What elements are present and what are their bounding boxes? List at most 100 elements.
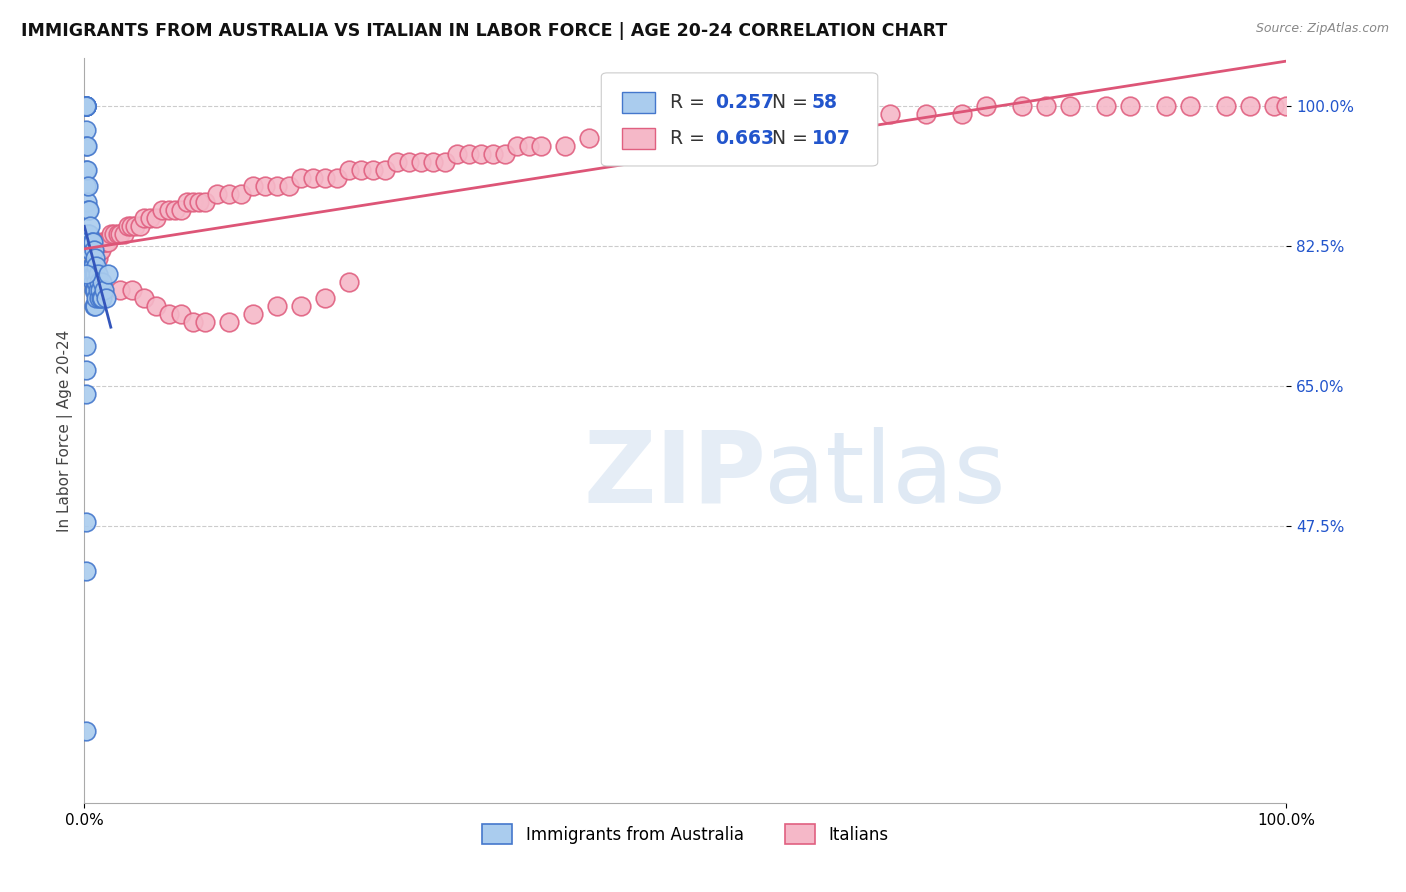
Point: [181, 195, 204, 210]
Point: [93, 283, 115, 297]
Point: [75, 99, 97, 113]
Point: [770, 115, 793, 129]
Point: [831, 115, 853, 129]
Point: [169, 307, 191, 321]
Point: [83, 243, 105, 257]
Point: [458, 147, 481, 161]
Point: [650, 123, 672, 137]
Point: [157, 203, 180, 218]
Point: [83, 283, 105, 297]
Point: [93, 235, 115, 250]
Point: [75, 99, 97, 113]
Point: [84, 267, 107, 281]
Point: [134, 291, 156, 305]
Point: [218, 315, 240, 329]
Point: [145, 211, 167, 226]
Point: [1180, 99, 1202, 113]
Y-axis label: In Labor Force | Age 20-24: In Labor Force | Age 20-24: [58, 329, 73, 532]
Point: [494, 147, 516, 161]
Point: [83, 267, 105, 281]
Point: [87, 291, 110, 305]
Point: [75, 99, 97, 113]
Point: [86, 251, 108, 265]
Point: [83, 299, 105, 313]
Point: [794, 115, 817, 129]
Point: [77, 227, 100, 242]
Point: [1156, 99, 1178, 113]
Point: [82, 259, 104, 273]
Point: [163, 203, 186, 218]
Text: N =: N =: [761, 93, 814, 112]
Point: [86, 267, 108, 281]
Point: [120, 219, 142, 234]
Point: [181, 315, 204, 329]
Point: [1059, 99, 1081, 113]
Point: [314, 291, 336, 305]
Point: [385, 155, 408, 169]
Text: ZIP: ZIP: [583, 426, 766, 524]
Point: [194, 315, 217, 329]
Point: [75, 179, 97, 194]
Point: [242, 307, 264, 321]
Point: [77, 267, 100, 281]
Point: [1119, 99, 1142, 113]
Point: [110, 227, 132, 242]
Point: [145, 299, 167, 313]
Point: [290, 299, 312, 313]
Point: [82, 275, 104, 289]
Point: [350, 163, 373, 178]
Point: [578, 131, 600, 145]
Point: [76, 139, 98, 153]
Point: [139, 211, 162, 226]
Point: [187, 195, 209, 210]
Point: [1035, 99, 1057, 113]
Point: [194, 195, 217, 210]
Point: [110, 283, 132, 297]
Point: [950, 107, 973, 121]
Point: [86, 275, 108, 289]
Point: [75, 163, 97, 178]
Point: [76, 267, 98, 281]
Point: [157, 307, 180, 321]
Text: N =: N =: [761, 128, 814, 148]
Point: [86, 259, 108, 273]
Point: [87, 243, 110, 257]
Point: [1095, 99, 1118, 113]
Point: [626, 131, 648, 145]
Point: [75, 99, 97, 113]
Point: [675, 123, 697, 137]
Point: [422, 155, 444, 169]
Point: [1239, 99, 1261, 113]
Point: [1263, 99, 1285, 113]
Point: [124, 219, 146, 234]
Point: [75, 363, 97, 377]
Point: [734, 123, 756, 137]
Point: [75, 267, 97, 281]
Point: [75, 516, 97, 530]
Point: [75, 99, 97, 113]
Point: [75, 267, 97, 281]
Point: [84, 251, 107, 265]
Point: [94, 291, 117, 305]
Point: [398, 155, 420, 169]
Point: [361, 163, 384, 178]
Point: [75, 99, 97, 113]
Point: [290, 171, 312, 186]
Text: Source: ZipAtlas.com: Source: ZipAtlas.com: [1256, 22, 1389, 36]
Point: [506, 139, 529, 153]
Point: [266, 299, 288, 313]
FancyBboxPatch shape: [621, 92, 655, 112]
Point: [97, 235, 120, 250]
Point: [77, 203, 100, 218]
Point: [90, 243, 112, 257]
Point: [91, 291, 114, 305]
Point: [77, 179, 100, 194]
Point: [75, 139, 97, 153]
FancyBboxPatch shape: [621, 128, 655, 149]
Point: [79, 267, 101, 281]
Point: [554, 139, 576, 153]
Point: [87, 275, 110, 289]
Point: [117, 219, 139, 234]
Point: [470, 147, 492, 161]
Point: [86, 251, 108, 265]
